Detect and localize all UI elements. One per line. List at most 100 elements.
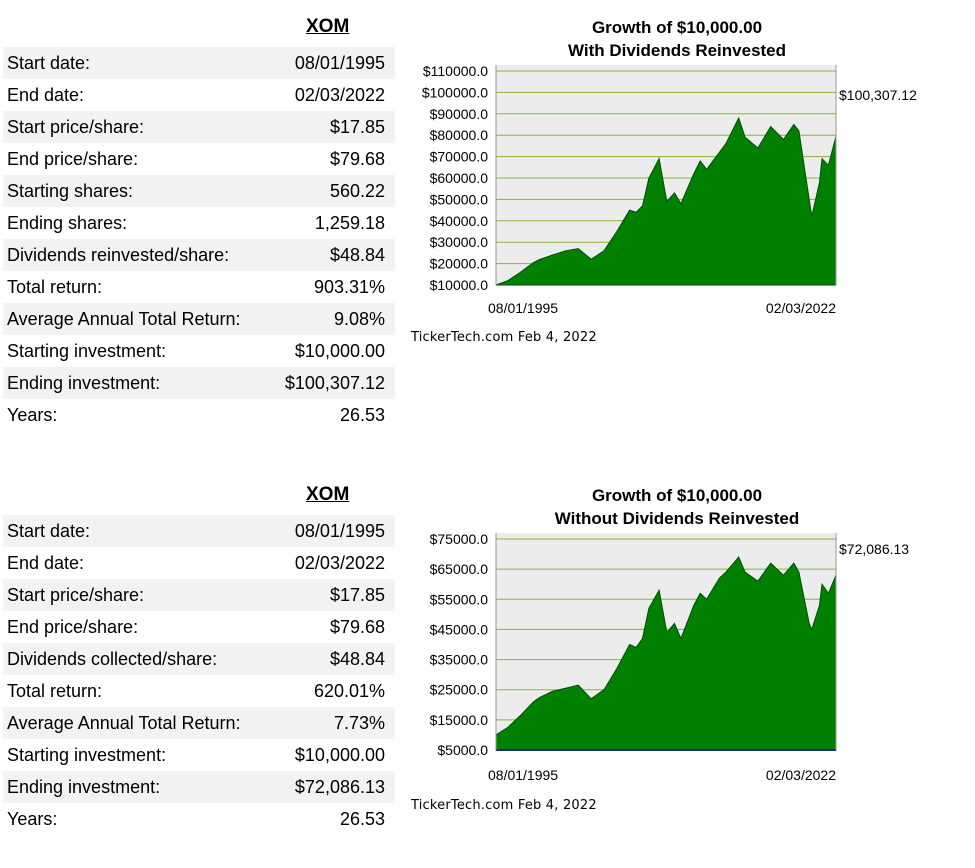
growth-chart-with-dividends: Growth of $10,000.00 With Dividends Reinv… <box>395 0 975 400</box>
stats-row: Start date: 08/01/1995 <box>3 47 395 79</box>
y-tick-label: $100000.0 <box>422 84 488 100</box>
y-tick-label: $35000.0 <box>430 652 489 668</box>
stats-table: Start date: 08/01/1995 End date: 02/03/2022… <box>3 515 395 835</box>
stats-row: Years: 26.53 <box>3 803 395 835</box>
growth-area-series <box>495 116 837 286</box>
y-tick-label: $65000.0 <box>430 561 489 577</box>
end-value-label: $100,307.12 <box>839 87 917 103</box>
stat-value: 9.08% <box>271 303 395 335</box>
stat-label: End price/share: <box>7 616 139 637</box>
stat-label: End date: <box>7 84 85 105</box>
stat-label: Average Annual Total Return: <box>3 303 272 335</box>
stat-label: Starting shares: <box>3 175 272 207</box>
ticker-symbol: XOM <box>306 484 350 505</box>
stat-label: Average Annual Total Return: <box>3 707 279 739</box>
chart-title-line: Without Dividends Reinvested <box>555 509 799 528</box>
section-without-dividends: XOM Start date: 08/01/1995 End date: 02/03/… <box>0 468 975 868</box>
y-tick-label: $75000.0 <box>430 531 489 547</box>
stat-label: Start price/share: <box>3 111 272 143</box>
stats-row: Total return: 903.31% <box>3 271 395 303</box>
stat-value: $100,307.12 <box>271 367 395 399</box>
stat-label: Dividends collected/share: <box>3 643 279 675</box>
x-start-label: 08/01/1995 <box>488 300 558 316</box>
stats-row: Total return: 620.01% <box>3 675 395 707</box>
stat-value: 7.73% <box>278 707 395 739</box>
stat-value: $79.68 <box>329 148 385 169</box>
stats-row: Average Annual Total Return: 9.08% <box>3 303 395 335</box>
stat-value: $79.68 <box>329 616 385 637</box>
stats-row: Starting investment: $10,000.00 <box>3 335 395 367</box>
end-value-label: $72,086.13 <box>839 541 909 557</box>
chart-svg: Growth of $10,000.00 With Dividends Reinv… <box>410 18 917 345</box>
stat-value: 560.22 <box>271 175 395 207</box>
stats-row: End price/share: $79.68 <box>3 143 395 175</box>
stat-label: End price/share: <box>7 148 139 169</box>
stat-label: Ending shares: <box>7 212 128 233</box>
x-end-label: 02/03/2022 <box>766 300 836 316</box>
chart-title-line: With Dividends Reinvested <box>568 41 786 60</box>
stat-label: Start date: <box>3 47 272 79</box>
stat-value: 08/01/1995 <box>278 515 395 547</box>
stats-row: Ending investment: $100,307.12 <box>3 367 395 399</box>
stat-value: $10,000.00 <box>294 340 385 361</box>
stats-table: Start date: 08/01/1995 End date: 02/03/2022… <box>3 47 395 431</box>
stat-value: $17.85 <box>271 111 395 143</box>
y-tick-label: $50000.0 <box>430 191 489 207</box>
chart-title-line: Growth of $10,000.00 <box>592 18 762 37</box>
y-tick-label: $25000.0 <box>430 682 489 698</box>
stat-label: Ending investment: <box>3 771 279 803</box>
x-end-label: 02/03/2022 <box>766 767 836 783</box>
stats-row: Starting investment: $10,000.00 <box>3 739 395 771</box>
stat-label: Starting investment: <box>7 340 167 361</box>
stat-label: End date: <box>7 552 85 573</box>
stats-row: Starting shares: 560.22 <box>3 175 395 207</box>
stats-row: Average Annual Total Return: 7.73% <box>3 707 395 739</box>
growth-chart-without-dividends: Growth of $10,000.00 Without Dividends Re… <box>395 468 975 868</box>
stat-value: $17.85 <box>278 579 395 611</box>
growth-area-series <box>495 556 837 751</box>
stat-value: $10,000.00 <box>294 744 385 765</box>
stat-label: Dividends reinvested/share: <box>3 239 272 271</box>
chart-title-line: Growth of $10,000.00 <box>592 486 762 505</box>
stat-value: 26.53 <box>339 404 385 425</box>
chart-svg: Growth of $10,000.00 Without Dividends Re… <box>410 486 909 813</box>
stat-value: 26.53 <box>339 808 385 829</box>
ticker-symbol: XOM <box>306 16 350 37</box>
x-start-label: 08/01/1995 <box>488 767 558 783</box>
stat-label: Total return: <box>7 680 103 701</box>
stats-row: End price/share: $79.68 <box>3 611 395 643</box>
stat-value: 903.31% <box>313 276 385 297</box>
y-tick-label: $30000.0 <box>430 234 489 250</box>
stat-value: 08/01/1995 <box>271 47 395 79</box>
stats-row: End date: 02/03/2022 <box>3 79 395 111</box>
stat-value: 1,259.18 <box>314 212 385 233</box>
stat-label: Years: <box>7 404 58 425</box>
y-tick-label: $60000.0 <box>430 170 489 186</box>
stat-value: 02/03/2022 <box>294 84 385 105</box>
stats-row: End date: 02/03/2022 <box>3 547 395 579</box>
stat-label: Ending investment: <box>3 367 272 399</box>
stat-label: Starting investment: <box>7 744 167 765</box>
stats-row: Ending investment: $72,086.13 <box>3 771 395 803</box>
y-tick-label: $90000.0 <box>430 106 489 122</box>
y-tick-label: $20000.0 <box>430 256 489 272</box>
y-tick-label: $110000.0 <box>423 63 488 79</box>
stats-row: Dividends collected/share: $48.84 <box>3 643 395 675</box>
y-tick-label: $80000.0 <box>430 127 489 143</box>
stats-row: Years: 26.53 <box>3 399 395 431</box>
stat-value: $48.84 <box>278 643 395 675</box>
stats-row: Ending shares: 1,259.18 <box>3 207 395 239</box>
stat-label: Start date: <box>3 515 279 547</box>
y-tick-label: $70000.0 <box>430 149 489 165</box>
chart-footer: TickerTech.com Feb 4, 2022 <box>410 798 597 813</box>
y-tick-label: $45000.0 <box>430 621 489 637</box>
stat-value: 620.01% <box>313 680 385 701</box>
y-tick-label: $55000.0 <box>430 591 489 607</box>
stat-value: 02/03/2022 <box>294 552 385 573</box>
stat-label: Start price/share: <box>3 579 279 611</box>
stat-value: $48.84 <box>271 239 395 271</box>
stat-label: Total return: <box>7 276 103 297</box>
y-tick-label: $5000.0 <box>437 742 488 758</box>
stats-row: Start price/share: $17.85 <box>3 579 395 611</box>
stats-row: Start date: 08/01/1995 <box>3 515 395 547</box>
